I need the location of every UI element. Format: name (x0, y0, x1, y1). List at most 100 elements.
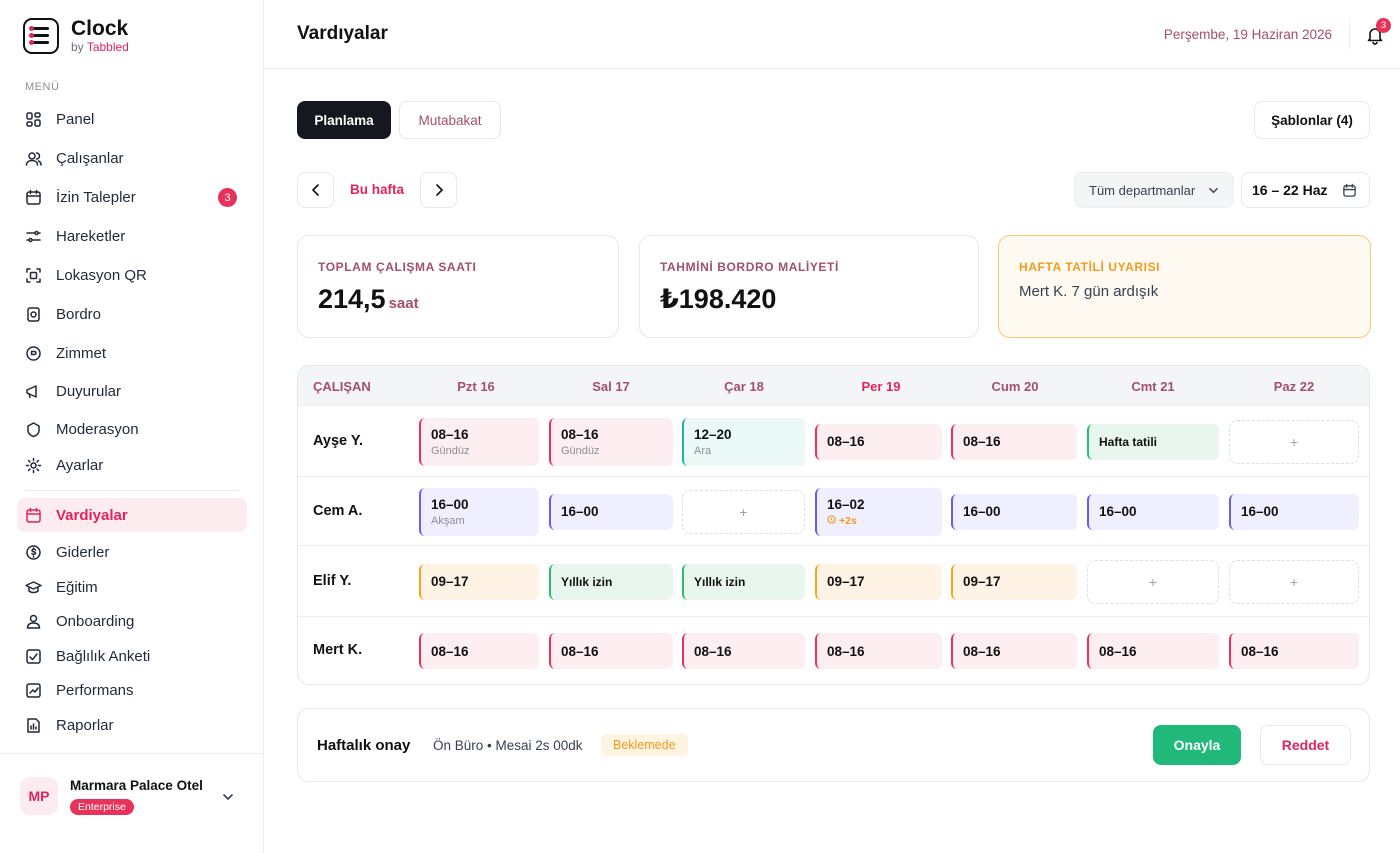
shift-time: 08–16 (827, 434, 865, 449)
shift-cell[interactable]: 08–16 (419, 633, 539, 669)
sidebar-item-label: Duyurular (56, 382, 122, 400)
payroll-icon (27, 306, 40, 322)
shift-cell[interactable]: 16–00 Akşam (419, 487, 539, 536)
employee-name: Ayşe Y. (313, 432, 363, 449)
grid-icon (26, 111, 41, 127)
shift-cell[interactable]: 08–16 (682, 633, 805, 669)
calendar-icon (26, 507, 41, 523)
clock-logo-icon (23, 18, 59, 54)
sidebar-item-vardiyalar[interactable]: Vardiyalar (17, 498, 247, 532)
prev-week-button[interactable] (297, 172, 334, 208)
shift-cell[interactable]: Yıllık izin (682, 563, 805, 600)
shift-type: Akşam (431, 514, 465, 527)
warning-text: Mert K. 7 gün ardışık (1019, 283, 1159, 300)
sidebar-item-label: Onboarding (56, 612, 135, 630)
sidebar-item-label: Panel (56, 110, 95, 128)
add-shift-button[interactable]: + (1229, 559, 1359, 604)
shift-cell[interactable]: 08–16 Gündüz (419, 417, 539, 466)
shift-cell[interactable]: 16–00 (951, 493, 1077, 530)
shift-cell[interactable]: 09–17 (951, 563, 1077, 600)
payroll-cost-label: TAHMİNİ BORDRO MALİYETİ (660, 260, 839, 274)
shift-cell[interactable]: 12–20 Ara (682, 417, 805, 466)
shift-time: 08–16 (963, 434, 1001, 449)
shift-cell[interactable]: 08–16 (549, 633, 673, 669)
megaphone-icon (26, 384, 37, 398)
brand-by: by (71, 40, 84, 54)
employee-name: Cem A. (313, 502, 363, 519)
chart-icon (26, 682, 41, 698)
reject-button[interactable]: Reddet (1260, 725, 1351, 765)
org-switcher[interactable]: MP Marmara Palace Otel Enterprise (0, 753, 263, 853)
shift-time: 16–00 (1099, 504, 1137, 519)
sidebar-item-ayarlar[interactable]: Ayarlar (17, 448, 247, 482)
department-value: Tüm departmanlar (1089, 182, 1196, 198)
shift-cell[interactable]: 08–16 (815, 633, 942, 669)
chevron-down-icon[interactable] (220, 789, 236, 805)
sidebar-item-label: Hareketler (56, 227, 126, 245)
chevron-left-icon (311, 184, 319, 196)
sidebar-item-label: Bağlılık Anketi (56, 647, 151, 665)
shift-time: 08–16 (1099, 643, 1137, 659)
sidebar-item-bağlılık-anketi[interactable]: Bağlılık Anketi (17, 639, 247, 673)
add-shift-button[interactable]: + (1087, 559, 1219, 604)
asset-icon (26, 345, 41, 361)
shift-time: 09–17 (827, 574, 865, 589)
sidebar-item-performans[interactable]: Performans (17, 673, 247, 707)
shift-time: 16–00 (431, 496, 469, 512)
shift-cell[interactable]: 16–00 (549, 493, 673, 530)
sidebar-item-çalışanlar[interactable]: Çalışanlar (17, 141, 247, 175)
shift-cell[interactable]: Hafta tatili (1087, 423, 1219, 460)
sidebar-item-hareketler[interactable]: Hareketler (17, 219, 247, 253)
sidebar-item-onboarding[interactable]: Onboarding (17, 604, 247, 638)
day-header: Sal 17 (592, 379, 630, 394)
shift-cell[interactable]: 08–16 (1087, 633, 1219, 669)
sidebar-item-bordro[interactable]: Bordro (17, 297, 247, 331)
shift-cell[interactable]: 09–17 (815, 563, 942, 600)
shift-cell[interactable]: Yıllık izin (549, 563, 673, 600)
shift-cell[interactable]: 08–16 (951, 423, 1077, 460)
current-date: Perşembe, 19 Haziran 2026 (1163, 27, 1332, 42)
sidebar-item-panel[interactable]: Panel (17, 102, 247, 136)
qr-icon (26, 267, 41, 283)
shift-cell[interactable]: 09–17 (419, 563, 539, 600)
next-week-button[interactable] (420, 172, 457, 208)
chevron-down-icon (1209, 187, 1218, 194)
user-icon (26, 614, 41, 629)
shift-cell[interactable]: 16–00 (1087, 493, 1219, 530)
add-shift-button[interactable]: + (682, 489, 805, 534)
day-header: Çar 18 (724, 379, 764, 394)
shift-cell[interactable]: 08–16 (1229, 633, 1359, 669)
sidebar-item-eğitim[interactable]: Eğitim (17, 570, 247, 604)
shift-cell[interactable]: 16–02 +2s (815, 487, 942, 536)
sidebar-item-giderler[interactable]: Giderler (17, 535, 247, 569)
sidebar-item-duyurular[interactable]: Duyurular (17, 374, 247, 408)
shift-type: Ara (694, 444, 712, 457)
sidebar-item-zimmet[interactable]: Zimmet (17, 336, 247, 370)
nav-divider (25, 490, 239, 491)
this-week-label[interactable]: Bu hafta (350, 182, 404, 197)
shift-cell[interactable]: 08–16 Gündüz (549, 417, 673, 466)
department-select[interactable]: Tüm departmanlar (1074, 172, 1234, 208)
table-row: Cem A. 16–00 Akşam 16–00 +16–02 +2s 16–00 16–00… (298, 477, 1369, 546)
table-row: Mert K. 08–16 08–16 08–16 08–16 08–16 08–16 08–… (298, 617, 1369, 684)
add-shift-button[interactable]: + (1229, 419, 1359, 464)
shift-cell[interactable]: 16–00 (1229, 493, 1359, 530)
templates-button[interactable]: Şablonlar (4) (1254, 101, 1370, 139)
day-header: Pzt 16 (457, 379, 495, 394)
date-range-value: 16 – 22 Haz (1252, 182, 1328, 198)
shift-cell[interactable]: 08–16 (951, 633, 1077, 669)
approve-button[interactable]: Onayla (1153, 725, 1241, 765)
tab-planning[interactable]: Planlama (297, 101, 391, 139)
sidebar-item-moderasyon[interactable]: Moderasyon (17, 412, 247, 446)
date-range-picker[interactable]: 16 – 22 Haz (1241, 172, 1370, 208)
notification-badge: 3 (1376, 18, 1391, 33)
shift-cell[interactable]: 08–16 (815, 423, 942, 460)
sidebar-item-i̇zin-talepler[interactable]: İzin Talepler 3 (17, 180, 247, 214)
sidebar-item-raporlar[interactable]: Raporlar (17, 708, 247, 742)
sidebar-item-lokasyon-qr[interactable]: Lokasyon QR (17, 258, 247, 292)
moderation-icon (27, 421, 40, 437)
brand-logo[interactable]: Clock by Tabbled (23, 18, 129, 54)
main-content: Vardıyalar Perşembe, 19 Haziran 2026 3 P… (264, 0, 1400, 853)
shift-time: 08–16 (827, 643, 865, 659)
tab-reconciliation[interactable]: Mutabakat (399, 101, 501, 139)
